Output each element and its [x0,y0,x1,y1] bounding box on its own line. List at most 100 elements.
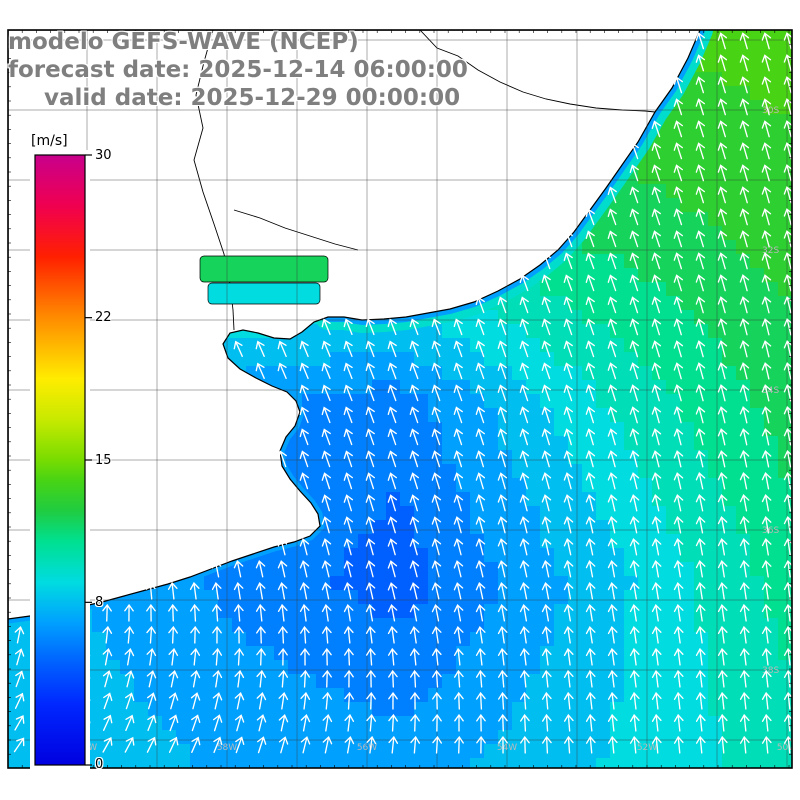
wind-arrow [607,428,618,446]
wind-arrow [585,472,596,490]
wind-arrow [541,669,552,688]
wind-arrow [739,669,750,688]
wind-arrow [299,362,309,380]
wind-arrow [410,735,421,754]
wind-arrow [739,164,750,182]
wind-arrow [541,340,551,358]
wind-arrow [651,735,662,754]
wind-arrow [717,559,728,578]
wind-arrow [717,713,728,732]
wind-arrow [497,318,507,336]
wind-arrow [344,669,354,688]
wind-arrow [431,472,442,490]
wind-arrow [13,737,25,753]
wind-arrow [146,670,157,688]
wind-arrow [563,669,574,688]
wind-arrow [761,537,772,556]
wind-arrow [607,318,617,336]
wind-arrow [607,691,618,710]
wind-arrow [563,735,574,754]
wind-arrow [189,581,200,600]
valid-date: valid date: 2025-12-29 00:00:00 [44,85,461,111]
wind-arrow [651,296,662,314]
wind-arrow [563,625,574,644]
wind-arrow [739,472,750,490]
wind-arrow [322,736,333,754]
wind-arrow [387,362,397,380]
wind-arrow [739,274,750,292]
wind-arrow [519,582,530,600]
wind-arrow [783,32,792,50]
wind-arrow [256,625,266,644]
wind-arrow [278,736,289,754]
wind-arrow [651,450,662,468]
wind-arrow [300,669,310,688]
wind-arrow [739,450,750,468]
wind-arrow [585,735,596,754]
wind-arrow [629,494,640,512]
wind-arrow [300,736,311,754]
wind-arrow [717,691,728,710]
wind-arrow [783,384,792,402]
wind-arrow [651,208,661,226]
wind-arrow [739,428,750,446]
wind-arrow [585,669,596,688]
wind-arrow [651,669,662,688]
wind-arrow [519,318,529,336]
wind-arrow [673,252,684,270]
wind-arrow [761,208,772,226]
wind-arrow [255,560,266,578]
wind-arrow [739,515,750,534]
wind-arrow [695,32,706,50]
wind-arrow [145,581,156,600]
wind-arrow [585,450,596,468]
wind-arrow [761,472,772,490]
wind-arrow [541,538,552,556]
wind-arrow [233,340,243,357]
wind-arrow [673,384,684,402]
wind-arrow [761,669,772,688]
wind-arrow [651,164,661,182]
wind-arrow [234,714,245,732]
wind-arrow [454,713,464,732]
wind-arrow [739,186,750,204]
wind-arrow [277,581,288,600]
wind-arrow [431,538,442,556]
wind-arrow [497,560,508,578]
wind-arrow [365,560,376,578]
wind-arrow [388,691,398,710]
wind-arrow [409,604,420,622]
wind-arrow [695,494,706,512]
wind-arrow [541,384,551,402]
wind-arrow [519,340,529,358]
wind-arrow [409,647,420,666]
wind-arrow [255,603,266,622]
wind-arrow [147,714,157,732]
lat-label: 38S [762,666,779,676]
wind-arrow [695,713,706,732]
wind-arrow [519,603,530,622]
wind-arrow [739,559,750,578]
wind-arrow [103,692,113,710]
wind-arrow [673,76,683,94]
wind-arrow [585,581,596,600]
wind-arrow [783,208,792,226]
wind-arrow [585,274,595,292]
wind-arrow [717,318,728,336]
wind-arrow [365,625,376,644]
wind-arrow [475,647,486,666]
wind-arrow [475,362,485,380]
wind-arrow [453,428,463,446]
wind-arrow [563,647,574,666]
wind-arrow [321,450,331,468]
wind-arrow [343,384,353,402]
wind-arrow [541,516,552,534]
wind-arrow [431,560,442,578]
wind-arrow [629,230,639,248]
wind-arrow [695,208,706,226]
wind-arrow [366,691,376,710]
wind-arrow [476,691,486,710]
wind-arrow [497,625,508,644]
wind-arrow [453,516,464,534]
wind-arrow [124,625,135,644]
